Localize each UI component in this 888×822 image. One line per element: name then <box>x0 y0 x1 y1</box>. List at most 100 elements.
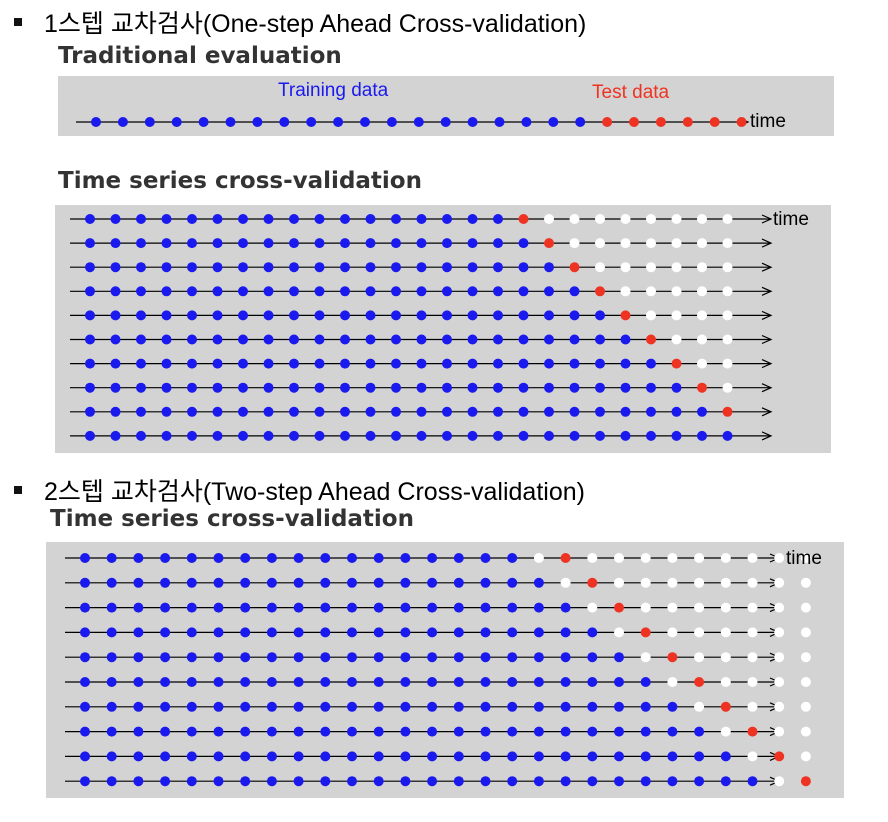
training-point <box>186 627 197 638</box>
unused-point <box>774 553 785 563</box>
training-point <box>507 627 518 638</box>
training-point <box>391 238 401 249</box>
training-point <box>480 553 491 563</box>
test-point <box>560 553 571 563</box>
training-point <box>238 214 248 224</box>
training-point <box>160 652 171 663</box>
training-point <box>80 726 90 737</box>
training-point <box>391 310 401 321</box>
training-point <box>225 117 236 127</box>
training-point <box>136 214 146 224</box>
training-point <box>187 358 197 369</box>
training-point <box>160 776 171 787</box>
training-point <box>106 602 117 613</box>
training-point <box>266 577 277 588</box>
training-point <box>314 238 325 249</box>
training-point <box>544 406 554 417</box>
training-point <box>416 358 427 369</box>
timeline-arrowhead <box>761 359 773 369</box>
unused-point <box>697 358 707 369</box>
training-point <box>240 677 251 687</box>
training-point <box>569 286 580 297</box>
training-point <box>136 238 146 249</box>
training-point <box>187 382 197 393</box>
unused-point <box>646 214 656 224</box>
unused-point <box>640 553 651 563</box>
traditional-timeline-svg <box>76 117 750 127</box>
unused-point <box>774 602 785 613</box>
training-point <box>212 406 223 417</box>
training-point <box>106 652 117 663</box>
training-point <box>187 406 197 417</box>
training-point <box>413 117 424 127</box>
training-point <box>171 117 182 127</box>
cv1-panel: time <box>55 205 831 453</box>
test-point <box>602 117 613 127</box>
unused-point <box>747 751 758 762</box>
training-point <box>187 286 197 297</box>
training-point <box>467 358 478 369</box>
training-point <box>427 776 438 787</box>
training-point <box>161 214 172 224</box>
training-point <box>289 238 299 249</box>
training-point <box>293 701 304 712</box>
training-point <box>360 117 370 127</box>
training-point <box>365 406 376 417</box>
training-point <box>416 430 427 441</box>
unused-point <box>560 577 571 588</box>
test-point <box>569 262 580 273</box>
training-point <box>252 117 263 127</box>
training-point <box>320 553 331 563</box>
training-point <box>106 677 117 687</box>
training-point <box>493 406 503 417</box>
training-point <box>533 751 544 762</box>
training-point <box>467 334 478 345</box>
training-point <box>314 286 325 297</box>
unused-point <box>720 627 731 638</box>
training-point <box>263 406 274 417</box>
unused-point <box>774 677 785 687</box>
training-point <box>614 726 624 737</box>
training-point <box>493 310 503 321</box>
training-point <box>213 602 224 613</box>
cv1-timeline-svg <box>70 214 773 441</box>
cv1-time-label: time <box>773 209 809 230</box>
training-point <box>289 286 299 297</box>
training-point <box>507 776 518 787</box>
training-point <box>240 751 251 762</box>
unused-point <box>800 602 811 613</box>
training-point <box>186 776 197 787</box>
training-point <box>507 701 518 712</box>
unused-point <box>800 577 811 588</box>
training-point <box>373 577 384 588</box>
training-point <box>293 677 304 687</box>
unused-point <box>747 652 758 663</box>
training-point <box>161 286 172 297</box>
training-point <box>340 310 350 321</box>
unused-point <box>614 627 624 638</box>
training-point <box>427 627 438 638</box>
training-point <box>266 726 277 737</box>
training-point <box>533 701 544 712</box>
training-point <box>560 751 571 762</box>
test-point <box>667 652 678 663</box>
training-point <box>453 677 464 687</box>
unused-point <box>774 627 785 638</box>
training-point <box>400 701 411 712</box>
training-point <box>347 577 357 588</box>
training-point <box>133 627 144 638</box>
training-point <box>595 334 605 345</box>
training-point <box>106 726 117 737</box>
unused-point <box>722 286 733 297</box>
training-point <box>365 238 376 249</box>
training-point <box>493 382 503 393</box>
training-point <box>240 652 251 663</box>
training-point <box>347 726 357 737</box>
training-point <box>212 382 223 393</box>
training-point <box>314 334 325 345</box>
training-point <box>85 358 95 369</box>
training-point <box>213 726 224 737</box>
training-point <box>521 117 532 127</box>
training-point <box>427 701 438 712</box>
unused-point <box>747 602 758 613</box>
